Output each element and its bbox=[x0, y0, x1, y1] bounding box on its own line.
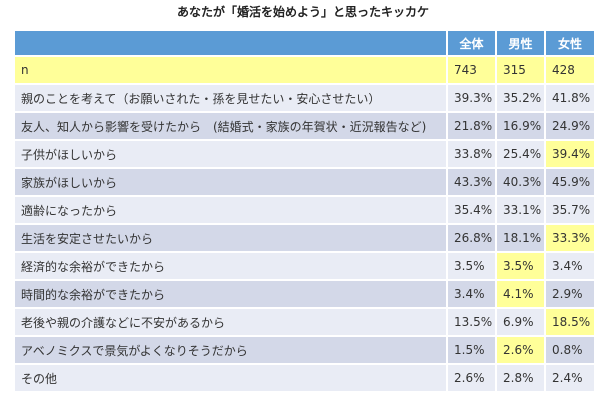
column-header-total: 全体 bbox=[446, 29, 497, 57]
table-row: 経済的な余裕ができたから 3.5% 3.5% 3.4% bbox=[13, 251, 596, 281]
row-label: 家族がほしいから bbox=[13, 167, 448, 197]
cell-total: 33.8% bbox=[446, 139, 497, 169]
cell-total: 39.3% bbox=[446, 83, 497, 113]
cell-total: 26.8% bbox=[446, 223, 497, 253]
row-label: 老後や親の介護などに不安があるから bbox=[13, 307, 448, 337]
cell-male: 4.1% bbox=[495, 279, 546, 309]
cell-total: 35.4% bbox=[446, 195, 497, 225]
chart-title: あなたが「婚活を始めよう」と思ったキッカケ bbox=[176, 5, 429, 19]
table-row: 適齢になったから 35.4% 33.1% 35.7% bbox=[13, 195, 596, 225]
cell-female: 33.3% bbox=[544, 223, 596, 253]
cell-female: 2.4% bbox=[544, 363, 596, 393]
cell-female: 2.9% bbox=[544, 279, 596, 309]
row-label: n bbox=[13, 55, 448, 85]
cell-female: 3.4% bbox=[544, 251, 596, 281]
cell-female: 24.9% bbox=[544, 111, 596, 141]
table-row: 時間的な余裕ができたから 3.4% 4.1% 2.9% bbox=[13, 279, 596, 309]
sample-size-row: n 743 315 428 bbox=[13, 55, 596, 85]
row-label: 経済的な余裕ができたから bbox=[13, 251, 448, 281]
row-label: 生活を安定させたいから bbox=[13, 223, 448, 253]
cell-female: 0.8% bbox=[544, 335, 596, 365]
cell-total: 21.8% bbox=[446, 111, 497, 141]
cell-total: 743 bbox=[446, 55, 497, 85]
cell-male: 25.4% bbox=[495, 139, 546, 169]
table-row: 親のことを考えて（お願いされた・孫を見せたい・安心させたい） 39.3% 35.2%… bbox=[13, 83, 596, 113]
column-header-female: 女性 bbox=[544, 29, 596, 57]
table-row: 老後や親の介護などに不安があるから 13.5% 6.9% 18.5% bbox=[13, 307, 596, 337]
table-row: 子供がほしいから 33.8% 25.4% 39.4% bbox=[13, 139, 596, 169]
cell-male: 315 bbox=[495, 55, 546, 85]
cell-female: 39.4% bbox=[544, 139, 596, 169]
table-row: 生活を安定させたいから 26.8% 18.1% 33.3% bbox=[13, 223, 596, 253]
cell-male: 18.1% bbox=[495, 223, 546, 253]
cell-female: 41.8% bbox=[544, 83, 596, 113]
column-header-male: 男性 bbox=[495, 29, 546, 57]
cell-total: 3.5% bbox=[446, 251, 497, 281]
cell-male: 6.9% bbox=[495, 307, 546, 337]
row-label: アベノミクスで景気がよくなりそうだから bbox=[13, 335, 448, 365]
table-row: 友人、知人から影響を受けたから (結婚式・家族の年賀状・近況報告など) 21.8%… bbox=[13, 111, 596, 141]
cell-male: 33.1% bbox=[495, 195, 546, 225]
cell-female: 45.9% bbox=[544, 167, 596, 197]
cell-male: 40.3% bbox=[495, 167, 546, 197]
cell-total: 2.6% bbox=[446, 363, 497, 393]
table-row: その他 2.6% 2.8% 2.4% bbox=[13, 363, 596, 393]
header-row: 全体 男性 女性 bbox=[13, 29, 596, 57]
cell-male: 16.9% bbox=[495, 111, 546, 141]
cell-female: 18.5% bbox=[544, 307, 596, 337]
cell-female: 35.7% bbox=[544, 195, 596, 225]
header-blank-cell bbox=[13, 29, 448, 57]
row-label: 親のことを考えて（お願いされた・孫を見せたい・安心させたい） bbox=[13, 83, 448, 113]
cell-total: 1.5% bbox=[446, 335, 497, 365]
cell-male: 2.8% bbox=[495, 363, 546, 393]
row-label: その他 bbox=[13, 363, 448, 393]
cell-total: 43.3% bbox=[446, 167, 497, 197]
table-body: n 743 315 428 親のことを考えて（お願いされた・孫を見せたい・安心させたい）… bbox=[13, 55, 596, 393]
cell-male: 2.6% bbox=[495, 335, 546, 365]
row-label: 友人、知人から影響を受けたから (結婚式・家族の年賀状・近況報告など) bbox=[13, 111, 448, 141]
cell-female: 428 bbox=[544, 55, 596, 85]
cell-male: 3.5% bbox=[495, 251, 546, 281]
table-row: アベノミクスで景気がよくなりそうだから 1.5% 2.6% 0.8% bbox=[13, 335, 596, 365]
table-row: 家族がほしいから 43.3% 40.3% 45.9% bbox=[13, 167, 596, 197]
row-label: 適齢になったから bbox=[13, 195, 448, 225]
cell-total: 13.5% bbox=[446, 307, 497, 337]
cell-male: 35.2% bbox=[495, 83, 546, 113]
row-label: 子供がほしいから bbox=[13, 139, 448, 169]
survey-table: 全体 男性 女性 n 743 315 428 親のことを考えて（お願いされた・孫を見せた… bbox=[13, 29, 596, 393]
row-label: 時間的な余裕ができたから bbox=[13, 279, 448, 309]
cell-total: 3.4% bbox=[446, 279, 497, 309]
